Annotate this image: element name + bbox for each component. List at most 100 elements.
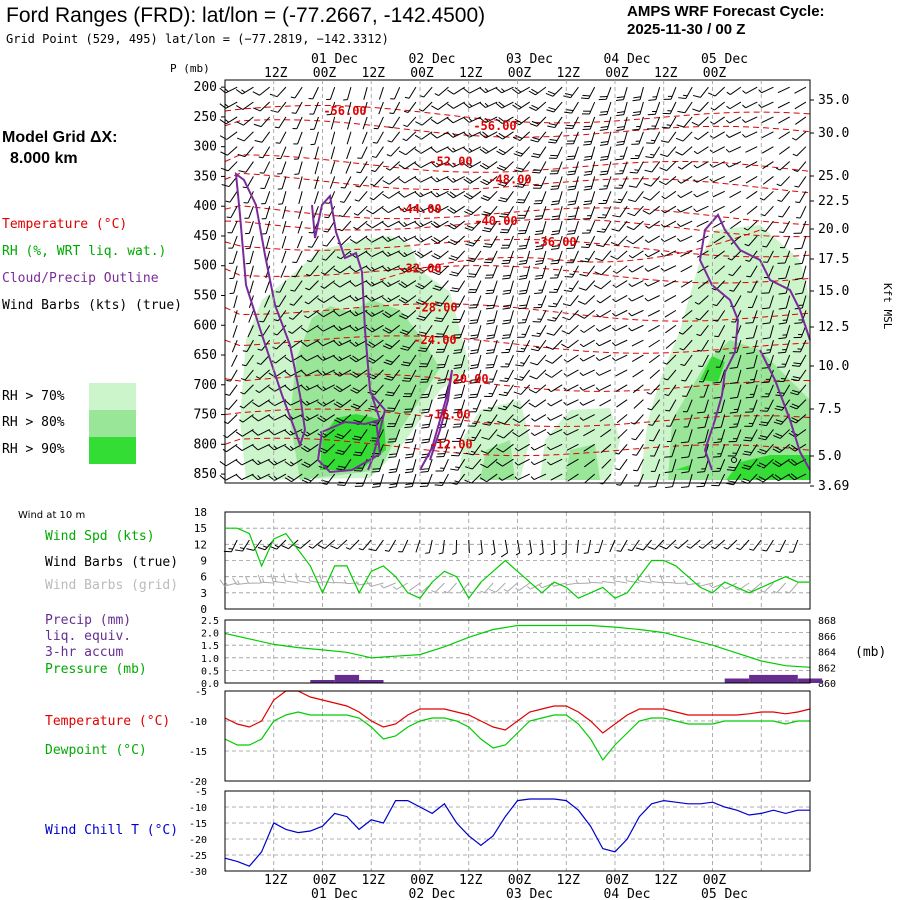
- precip-tick-label: 2.0: [201, 629, 219, 640]
- barb-shaft: [339, 280, 352, 288]
- wind-barb: [778, 131, 790, 140]
- barb-shaft: [233, 280, 238, 294]
- barb-shaft: [425, 339, 433, 352]
- barb-flag: [774, 474, 782, 480]
- barb-half-flag: [628, 268, 633, 273]
- barb-shaft: [665, 176, 677, 186]
- barb-flag: [437, 438, 446, 441]
- wind-barb: [350, 384, 368, 394]
- top-time-tick-label: 12Z: [459, 66, 483, 81]
- barb-shaft: [778, 473, 790, 482]
- barb-shaft: [703, 384, 709, 398]
- barb-shaft: [323, 309, 335, 318]
- barb-shaft: [346, 131, 352, 145]
- barb-flag: [584, 155, 593, 158]
- barb-shaft: [713, 131, 725, 139]
- barb-flag: [479, 148, 487, 154]
- barb-shaft: [696, 205, 709, 213]
- barb-shaft: [536, 116, 547, 127]
- barb-shaft: [452, 146, 465, 153]
- barb-half-flag: [696, 333, 701, 337]
- barb-shaft: [504, 176, 514, 187]
- barb-flag: [470, 364, 479, 367]
- wind-barb: [696, 399, 709, 414]
- wind-barb: [466, 250, 482, 263]
- barb-shaft: [405, 309, 417, 320]
- barb-shaft: [727, 539, 738, 550]
- barb-flag: [744, 450, 752, 454]
- barb-flag: [515, 151, 524, 155]
- barb-flag: [535, 230, 544, 233]
- barb-shaft: [274, 414, 287, 421]
- barb-flag: [382, 329, 390, 334]
- barb-shaft: [699, 310, 709, 321]
- wind-barb: [463, 86, 482, 94]
- barb-shaft: [227, 414, 238, 424]
- barb-flag: [368, 408, 376, 411]
- barb-shaft: [702, 539, 713, 549]
- barb-shaft: [507, 582, 518, 592]
- wind-barb: [693, 190, 709, 198]
- barb-shaft: [584, 473, 596, 484]
- barb-flag: [599, 158, 608, 161]
- barb-shaft: [487, 190, 498, 201]
- wind-barb: [582, 220, 596, 234]
- wind-barb: [564, 116, 579, 130]
- pressure-tick-label: 500: [194, 259, 217, 274]
- barb-flag: [446, 146, 454, 153]
- barb-flag: [636, 573, 640, 582]
- barb-shaft: [576, 539, 579, 553]
- barb-shaft: [518, 582, 530, 591]
- dewpoint-label: Dewpoint (°C): [45, 743, 147, 758]
- barb-shaft: [298, 191, 303, 204]
- barb-shaft: [378, 101, 384, 115]
- wind-barb: [502, 280, 514, 295]
- barb-half-flag: [306, 431, 311, 435]
- wind-barb: [614, 161, 628, 175]
- barb-half-flag: [289, 430, 294, 435]
- wind-barb: [435, 325, 449, 338]
- barb-shaft: [339, 369, 352, 377]
- wind-barb: [298, 206, 303, 219]
- barb-shaft: [504, 539, 509, 553]
- barb-shaft: [664, 280, 677, 287]
- barb-flag: [251, 430, 259, 436]
- barb-shaft: [421, 265, 433, 274]
- wind-barb: [447, 86, 465, 95]
- barb-flag: [402, 380, 410, 382]
- barb-flag: [287, 475, 295, 481]
- wind-barb: [612, 280, 628, 288]
- wind-barb: [563, 399, 579, 406]
- wind-barb: [326, 101, 336, 116]
- barb-half-flag: [749, 393, 755, 396]
- barb-shaft: [363, 87, 368, 100]
- wind-barb-true: [561, 539, 567, 555]
- wind-barb: [648, 339, 660, 348]
- wind-barb: [500, 235, 514, 249]
- barb-flag: [449, 191, 457, 197]
- barb-shaft: [603, 220, 612, 233]
- barb-half-flag: [579, 417, 584, 421]
- barb-flag: [551, 230, 560, 233]
- barb-half-flag: [224, 103, 229, 108]
- barb-flag: [414, 268, 422, 274]
- barb-half-flag: [435, 162, 440, 167]
- wind-barb-true: [358, 539, 372, 551]
- pressure-tick-label: 300: [194, 140, 217, 155]
- barb-half-flag: [785, 590, 790, 594]
- barb-shaft: [309, 265, 319, 277]
- barb-half-flag: [530, 461, 535, 466]
- barb-shaft: [618, 443, 628, 455]
- barb-flag: [421, 438, 430, 441]
- wind-barb: [349, 280, 368, 287]
- barb-shaft: [534, 399, 547, 408]
- wind-barb-grid: [760, 582, 774, 593]
- barb-flag: [775, 432, 783, 437]
- wind-barb-true: [491, 539, 496, 556]
- barb-flag: [418, 315, 426, 319]
- barb-shaft: [680, 250, 693, 257]
- barb-shaft: [371, 295, 384, 302]
- barb-flag: [496, 434, 504, 439]
- barb-shaft: [696, 220, 709, 228]
- wind-barb: [313, 191, 319, 204]
